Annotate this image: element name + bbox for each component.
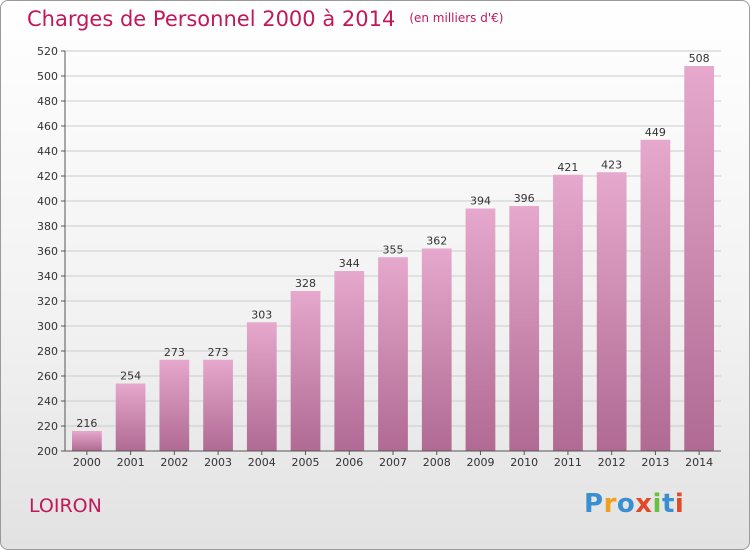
bar-value-label: 421 [557, 161, 578, 174]
bars: 216 254 273 273 303 328 344 355 362 394 396 421 423 4… [71, 52, 715, 451]
bar [203, 359, 233, 451]
x-tick-label: 2000 [73, 456, 101, 469]
bar [159, 359, 190, 451]
y-tick-label: 480 [37, 95, 58, 108]
bar [290, 291, 321, 451]
axes: 200 220 240 260 280 300 320 340 360 380 400 420 440 4… [37, 45, 721, 469]
bar-value-label: 508 [689, 52, 710, 65]
y-tick-label: 260 [37, 370, 58, 383]
bar-value-label: 344 [339, 257, 360, 270]
x-tick-label: 2009 [466, 456, 494, 469]
bar-value-label: 449 [645, 126, 666, 139]
location-name: LOIRON [29, 495, 102, 517]
bar-value-label: 303 [251, 308, 272, 321]
x-tick-label: 2010 [510, 456, 538, 469]
x-tick-label: 2005 [292, 456, 320, 469]
bar-value-label: 273 [164, 346, 185, 359]
x-tick-label: 2002 [160, 456, 188, 469]
y-tick-label: 500 [37, 70, 58, 83]
y-tick-label: 400 [37, 195, 58, 208]
logo-letter: o [616, 489, 636, 519]
y-tick-label: 440 [37, 145, 58, 158]
y-tick-label: 240 [37, 395, 58, 408]
y-tick-label: 420 [37, 170, 58, 183]
chart-title: Charges de Personnel 2000 à 2014 (en mill… [27, 7, 503, 31]
bar [596, 172, 627, 451]
x-tick-label: 2007 [379, 456, 407, 469]
logo-letter: P [584, 489, 604, 519]
bar-value-label: 394 [470, 195, 491, 208]
y-tick-label: 320 [37, 295, 58, 308]
bar [640, 139, 671, 451]
bar [115, 383, 146, 451]
x-tick-label: 2004 [248, 456, 276, 469]
y-tick-label: 220 [37, 420, 58, 433]
chart-subtitle: (en milliers d'€) [409, 11, 504, 25]
bar-value-label: 362 [426, 235, 447, 248]
y-tick-label: 340 [37, 270, 58, 283]
x-tick-label: 2014 [685, 456, 713, 469]
bar [684, 66, 715, 451]
x-tick-label: 2012 [598, 456, 626, 469]
bar-value-label: 273 [208, 346, 229, 359]
x-tick-label: 2008 [423, 456, 451, 469]
logo-letter: t [661, 489, 675, 519]
y-tick-label: 360 [37, 245, 58, 258]
y-tick-label: 380 [37, 220, 58, 233]
y-tick-label: 460 [37, 120, 58, 133]
x-tick-label: 2013 [641, 456, 669, 469]
bar-value-label: 216 [76, 417, 97, 430]
y-tick-label: 200 [37, 445, 58, 458]
bar [334, 271, 365, 451]
bar-value-label: 423 [601, 158, 622, 171]
chart-title-text: Charges de Personnel 2000 à 2014 [27, 7, 396, 31]
logo-letter: i [652, 489, 662, 519]
bar [509, 206, 540, 451]
bar [421, 248, 452, 451]
y-tick-label: 300 [37, 320, 58, 333]
bar-value-label: 328 [295, 277, 316, 290]
logo-letter: r [603, 489, 617, 519]
bar-value-label: 355 [383, 243, 404, 256]
y-tick-label: 280 [37, 345, 58, 358]
x-tick-label: 2011 [554, 456, 582, 469]
bar-value-label: 254 [120, 370, 141, 383]
bar-value-label: 396 [514, 192, 535, 205]
y-tick-label: 520 [37, 45, 58, 58]
x-tick-label: 2001 [117, 456, 145, 469]
bar [378, 257, 408, 451]
bar [553, 174, 583, 451]
bar [465, 208, 496, 451]
logo-letter: i [674, 489, 685, 519]
x-tick-label: 2003 [204, 456, 232, 469]
bar [246, 322, 277, 451]
bar [71, 431, 102, 451]
x-tick-label: 2006 [335, 456, 363, 469]
logo-letter: x [635, 489, 653, 519]
proxiti-logo: Proxiti [584, 489, 684, 519]
